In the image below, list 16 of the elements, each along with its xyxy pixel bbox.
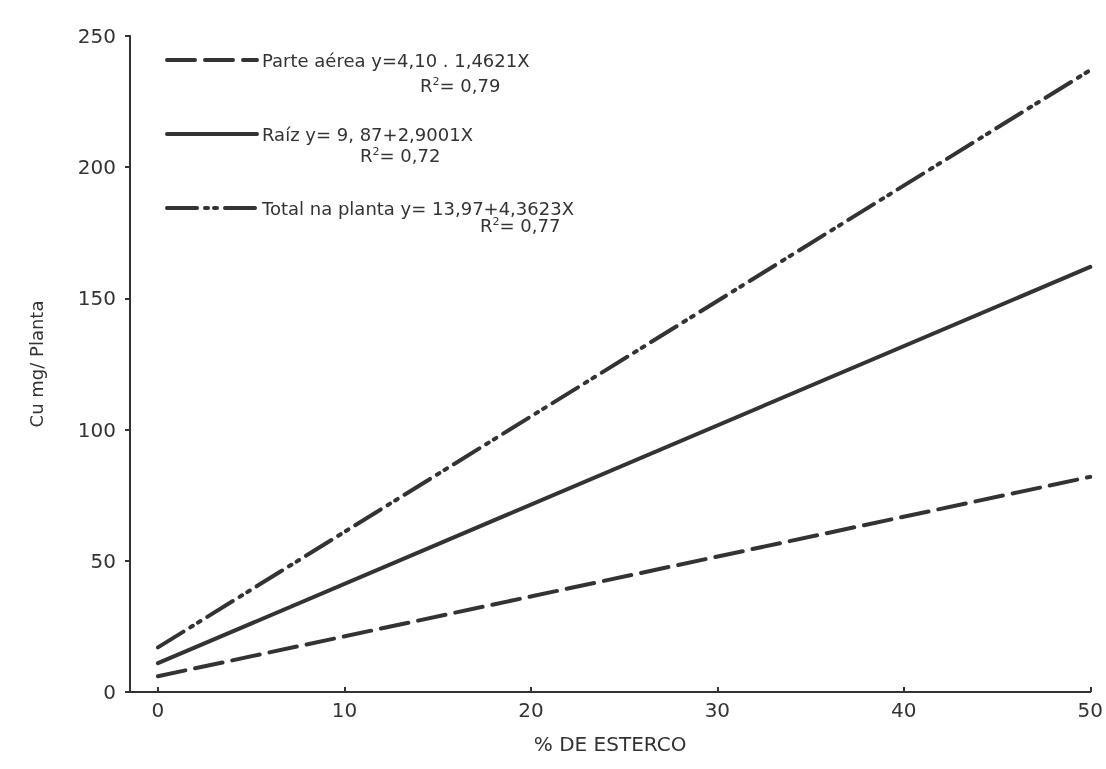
x-tick-label: 40 bbox=[891, 698, 917, 722]
y-axis-title: Cu mg/ Planta bbox=[25, 300, 47, 428]
y-tick-label: 250 bbox=[77, 24, 116, 48]
y-tick-label: 100 bbox=[77, 417, 116, 442]
x-tick-label: 50 bbox=[1077, 698, 1103, 722]
x-tick-label: 0 bbox=[151, 698, 165, 722]
legend-label: Raíz y= 9, 87+2,9001X bbox=[262, 123, 473, 145]
x-tick-label: 20 bbox=[518, 698, 544, 722]
y-tick-label: 50 bbox=[90, 548, 116, 573]
legend-label: Parte aérea y=4,10 . 1,4621X bbox=[262, 49, 530, 71]
y-tick-label: 150 bbox=[77, 286, 116, 311]
y-tick-label: 0 bbox=[103, 680, 116, 704]
x-tick-label: 10 bbox=[331, 698, 358, 722]
x-axis-title: % DE ESTERCO bbox=[533, 732, 687, 756]
x-tick-label: 30 bbox=[704, 698, 731, 722]
y-tick-label: 200 bbox=[77, 155, 116, 180]
